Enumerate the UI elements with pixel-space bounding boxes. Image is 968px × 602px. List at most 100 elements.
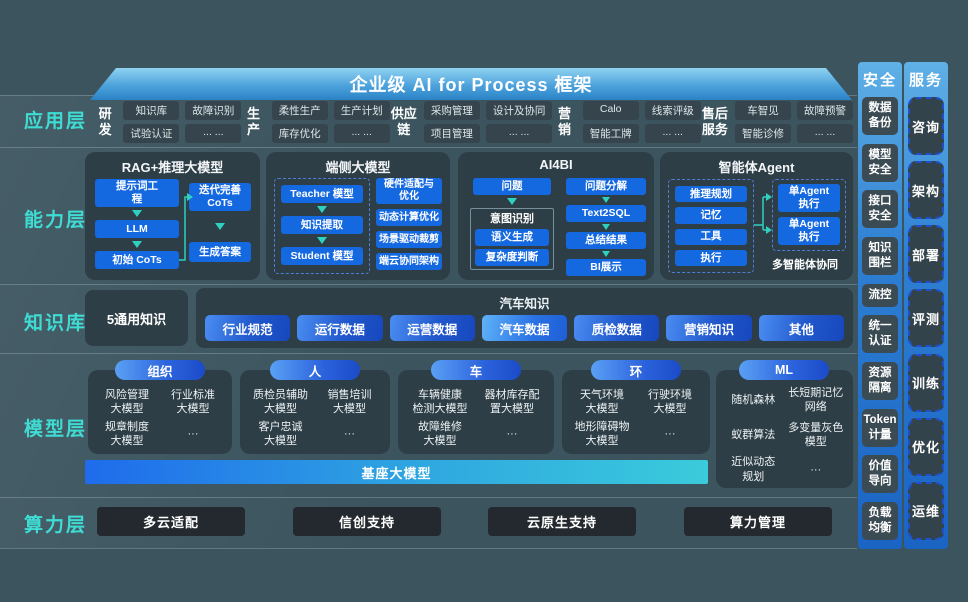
arrow-down-icon [132, 210, 142, 217]
model-item: 规章制度 大模型 [105, 420, 149, 447]
model-group-grid: 风险管理 大模型 行业标准 大模型 规章制度 大模型 ··· [94, 386, 226, 450]
app-item: 设计及协同 [485, 101, 553, 120]
arrow-down-icon [602, 224, 610, 230]
compute-item-xinchuang: 信创支持 [293, 507, 441, 536]
app-item: 生产计划 [333, 101, 390, 120]
model-group-grid: 天气环境 大模型 行驶环境 大模型 地形障碍物 大模型 ··· [568, 386, 704, 450]
security-column: 安全 数据备份 模型安全 接口安全 知识围栏 流控 统一认证 资源隔离 Toke… [858, 62, 902, 549]
flow-box: 硬件适配与 优化 [376, 178, 442, 204]
flow-box: 初始 CoTs [95, 251, 179, 269]
knowledge-pill: 运营数据 [389, 315, 475, 341]
application-layer-row: 研发 知识库 故障识别 试验认证 ... ... 生产 柔性生产 生产计划 库存… [93, 100, 853, 144]
edge-model-card: 端侧大模型 Teacher 模型 知识提取 Student 模型 硬件适配与 优… [266, 152, 450, 280]
arrow-down-icon [317, 237, 327, 244]
app-group-items: 车智见 故障预警 智能诊修 ... ... [734, 101, 853, 143]
service-items: 咨询 架构 部署 评测 训练 优化 运维 [908, 97, 944, 540]
general-knowledge-card: 5通用知识 [85, 290, 188, 346]
flow-box: 推理规划 [675, 186, 747, 203]
app-group-label: 研发 [98, 106, 112, 137]
compute-item-cloudnative: 云原生支持 [488, 507, 636, 536]
app-item: 线索评级 [644, 101, 701, 120]
flow-box: 单Agent 执行 [778, 184, 840, 212]
flow-box: 记忆 [675, 207, 747, 224]
model-group-environment: 天气环境 大模型 行驶环境 大模型 地形障碍物 大模型 ··· [562, 370, 710, 454]
security-header: 安全 [862, 72, 897, 89]
security-items: 数据备份 模型安全 接口安全 知识围栏 流控 统一认证 资源隔离 Token计量… [862, 97, 898, 540]
app-item: 车智见 [734, 101, 791, 120]
app-item: ... ... [796, 124, 853, 143]
base-model-banner: 基座大模型 [85, 460, 708, 484]
security-item: Token计量 [862, 408, 898, 447]
compute-item-management: 算力管理 [684, 507, 832, 536]
flow-box: BI展示 [566, 259, 646, 276]
model-item: 行业标准 大模型 [171, 388, 215, 415]
layer-label-compute: 算力层 [24, 515, 88, 536]
security-item: 模型安全 [862, 143, 898, 182]
model-item: ··· [506, 427, 518, 440]
model-item: 销售培训 大模型 [327, 388, 372, 415]
rag-card-title: RAG+推理大模型 [121, 160, 224, 175]
flow-box: LLM [95, 220, 179, 238]
rag-card: RAG+推理大模型 提示词工 程 LLM 初始 CoTs 迭代完善 CoTs 生… [85, 152, 260, 280]
flow-box: 语义生成 [475, 229, 549, 246]
knowledge-pill: 运行数据 [297, 315, 383, 341]
model-item: 器材库存配 置大模型 [484, 388, 540, 415]
arrow-down-icon [215, 223, 225, 230]
app-item: ... ... [644, 124, 701, 143]
layer-label-capability: 能力层 [24, 210, 88, 231]
security-item: 数据备份 [862, 97, 898, 135]
flow-box: 迭代完善 CoTs [189, 183, 251, 211]
app-item: 试验认证 [123, 124, 180, 143]
app-group-label: 营销 [558, 106, 572, 137]
agent-card-title: 智能体Agent [718, 160, 795, 175]
app-group-production: 生产 柔性生产 生产计划 库存优化 ... ... [241, 101, 390, 143]
model-group-capsule-ml: ML [739, 360, 829, 380]
app-group-label: 生产 [247, 106, 261, 137]
security-item: 知识围栏 [862, 237, 898, 275]
model-group-capsule-environment: 环 [591, 360, 681, 380]
flow-box: Text2SQL [566, 205, 646, 222]
app-item: 知识库 [123, 101, 180, 120]
model-item: 客户忠诚 大模型 [258, 420, 303, 447]
knowledge-pill: 汽车数据 [481, 315, 568, 341]
knowledge-pill: 行业规范 [205, 315, 291, 341]
app-group-items: 知识库 故障识别 试验认证 ... ... [123, 101, 242, 143]
rag-left-flow: 提示词工 程 LLM 初始 CoTs [95, 179, 179, 269]
app-group-label: 售后服务 [701, 106, 728, 137]
app-group-marketing: 营销 Calo 线索评级 智能工牌 ... ... [552, 101, 701, 143]
app-group-label: 供应链 [390, 106, 417, 137]
intent-group-title: 意图识别 [490, 213, 534, 225]
flow-box: 问题 [473, 178, 551, 195]
band-separator [0, 147, 857, 148]
knowledge-pill: 营销知识 [666, 315, 752, 341]
model-item: 随机森林 [731, 394, 776, 407]
service-column: 服务 咨询 架构 部署 评测 训练 优化 运维 [904, 62, 948, 549]
model-item: 长短期记忆 网络 [788, 387, 844, 414]
intent-group: 意图识别 语义生成 复杂度判断 [470, 208, 554, 270]
flow-box: 知识提取 [281, 216, 363, 234]
knowledge-pill-row: 行业规范 运行数据 运营数据 汽车数据 质检数据 营销知识 其他 [205, 315, 844, 341]
flow-box: 执行 [675, 249, 747, 266]
compute-item-multicloud: 多云适配 [97, 507, 245, 536]
page-title: 企业级 AI for Process 框架 [90, 68, 852, 100]
model-item: 近似动态 规划 [731, 456, 776, 483]
app-group-rd: 研发 知识库 故障识别 试验认证 ... ... [93, 101, 242, 143]
flow-box: 提示词工 程 [95, 179, 179, 207]
app-item: 智能诊修 [734, 124, 791, 143]
model-item: 地形障碍物 大模型 [574, 420, 630, 447]
security-item: 流控 [862, 283, 898, 307]
security-item: 负载均衡 [862, 502, 898, 540]
model-item: ··· [664, 427, 676, 440]
ai4bi-right-flow: 问题分解 Text2SQL 总结结果 BI展示 [566, 178, 646, 276]
service-item: 优化 [908, 417, 944, 476]
multi-agent-caption: 多智能体协同 [772, 259, 838, 271]
arrow-down-icon [602, 197, 610, 203]
knowledge-pill: 其他 [758, 315, 844, 341]
knowledge-pill: 质检数据 [574, 315, 660, 341]
flow-box: 动态计算优化 [376, 209, 442, 226]
app-group-supply-chain: 供应链 采购管理 设计及协同 项目管理 ... ... [390, 101, 553, 143]
arrow-down-icon [317, 206, 327, 213]
service-item: 运维 [908, 481, 944, 540]
flow-box: 复杂度判断 [475, 249, 549, 266]
